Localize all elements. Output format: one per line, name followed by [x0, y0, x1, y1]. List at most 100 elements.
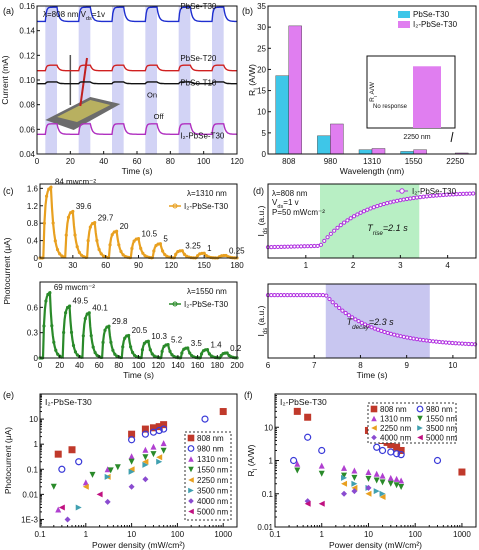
- data-point: [71, 343, 76, 348]
- data-point: [225, 351, 229, 355]
- legend-entry: 3500 nm: [197, 487, 228, 496]
- data-point: [142, 461, 149, 468]
- series-label: PbSe-T20: [180, 54, 217, 63]
- data-point: [391, 199, 396, 204]
- data-point: [379, 490, 386, 497]
- x-tick-label: 1000: [214, 530, 232, 539]
- legend-marker: [188, 477, 194, 483]
- legend-entry: 1310 nm: [380, 415, 411, 424]
- data-point: [378, 446, 387, 455]
- data-point: [142, 341, 147, 345]
- legend-entry: 980 nm: [426, 405, 453, 414]
- data-point: [351, 467, 358, 474]
- data-point: [401, 334, 406, 339]
- data-point: [443, 340, 449, 345]
- data-point: [291, 293, 296, 298]
- panel-f: 808 nm 980 nm 1310 nm 1550 nm 2250 nm 3500 nm…: [244, 390, 477, 550]
- data-point: [427, 338, 432, 344]
- legend-entry: 980 nm: [197, 445, 224, 454]
- data-point: [325, 235, 330, 240]
- x-tick-label: 40: [99, 157, 108, 166]
- data-point: [463, 341, 468, 346]
- legend-entry: 1550 nm: [197, 466, 228, 475]
- off-label: Off: [154, 112, 165, 121]
- data-point: [160, 425, 168, 433]
- data-point: [108, 243, 112, 247]
- on-label: On: [147, 90, 157, 99]
- data-point: [50, 324, 54, 328]
- y-tick-label: 0.12: [19, 51, 35, 60]
- data-point: [142, 446, 149, 453]
- power-label: 49.5: [73, 297, 89, 306]
- legend-marker: [187, 445, 195, 452]
- data-point: [142, 458, 149, 465]
- x-tick-label: 100: [132, 361, 146, 370]
- y-tick-label: 0.10: [19, 76, 35, 85]
- x-tick-label: 0: [38, 361, 43, 370]
- data-point: [55, 506, 62, 513]
- panel-b: 808 980 1310 1550 2250PbSe-T30I₂-PbSe-T30No …: [242, 2, 469, 176]
- y-tick-label: 10: [257, 108, 266, 117]
- y-axis-label: Photocurrent (μA): [2, 237, 12, 304]
- legend-entry: 1550 nm: [426, 415, 457, 424]
- data-point: [372, 326, 377, 331]
- x-tick-label: 4: [445, 261, 450, 270]
- data-point: [86, 239, 90, 243]
- data-point: [141, 425, 149, 433]
- x-tick-label: 180: [211, 361, 225, 370]
- data-point: [97, 247, 101, 252]
- data-point: [152, 249, 156, 253]
- power-label: 39.6: [76, 202, 92, 211]
- data-point: [88, 225, 92, 229]
- power-label: 1: [207, 244, 212, 253]
- data-point: [393, 475, 400, 482]
- data-point: [338, 223, 343, 228]
- data-point: [95, 238, 99, 243]
- data-point: [298, 293, 303, 298]
- data-point: [132, 239, 136, 243]
- data-point: [99, 252, 103, 256]
- data-point: [53, 239, 57, 243]
- data-point: [141, 251, 145, 255]
- data-point: [397, 451, 405, 459]
- series-label: PbSe-T30: [180, 2, 217, 11]
- data-point: [130, 350, 135, 355]
- data-point: [365, 469, 372, 476]
- data-point: [75, 353, 80, 357]
- data-point: [199, 352, 204, 356]
- data-point: [89, 334, 93, 338]
- data-point: [365, 490, 372, 497]
- data-point: [282, 293, 287, 298]
- legend-marker: [371, 415, 377, 422]
- data-point: [285, 293, 290, 298]
- data-point: [136, 236, 141, 241]
- data-point: [294, 460, 301, 467]
- x-tick-label: 0: [35, 157, 40, 166]
- x-tick-label: 980: [324, 157, 338, 166]
- data-point: [295, 244, 300, 249]
- legend-marker: [417, 425, 423, 431]
- y-tick-label: 0.3: [27, 329, 39, 338]
- legend-entry: 4000 nm: [197, 497, 228, 506]
- x-tick-label: 150: [197, 261, 211, 270]
- legend-entry: PbSe-T30: [413, 10, 450, 19]
- on-shade: [212, 6, 224, 154]
- data-point: [341, 472, 348, 479]
- data-point: [453, 341, 458, 346]
- data-point: [186, 346, 190, 350]
- data-point: [205, 348, 210, 352]
- data-point: [107, 324, 111, 328]
- panel-letter: (b): [242, 6, 253, 16]
- x-tick-label: 20: [55, 361, 64, 370]
- y-axis-label: Ids (a.u.): [256, 305, 269, 336]
- x-tick-label: 140: [171, 361, 185, 370]
- y-tick-label: 0: [34, 354, 39, 363]
- power-label: 3.25: [185, 242, 201, 251]
- y-tick-label: 1E-3: [21, 515, 38, 524]
- data-point: [64, 311, 68, 315]
- y-tick-label: 1.6: [27, 184, 39, 193]
- decay-time-label: Tdecay=2.3 s: [347, 317, 395, 331]
- data-point: [466, 341, 471, 347]
